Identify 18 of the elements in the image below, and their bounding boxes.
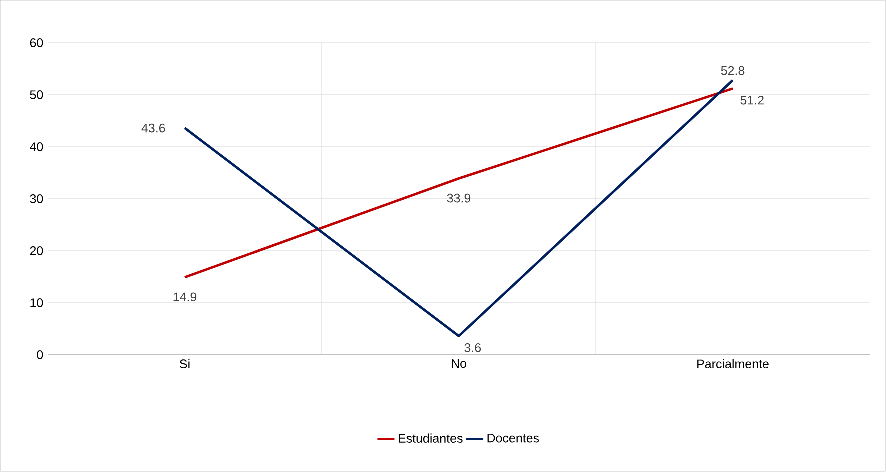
y-tick-label: 10 (30, 298, 44, 308)
y-tick-label: 50 (30, 90, 44, 100)
y-tick-label: 0 (37, 350, 44, 360)
data-label: 52.8 (721, 66, 745, 76)
y-tick-label: 40 (30, 142, 44, 152)
y-tick-label: 60 (30, 38, 44, 48)
y-tick-label: 20 (30, 246, 44, 256)
data-label: 51.2 (740, 96, 764, 105)
data-label: 3.6 (464, 343, 482, 352)
legend-label: Estudiantes (398, 434, 463, 443)
x-tick-label: No (452, 359, 466, 368)
y-tick-label: 30 (30, 194, 44, 204)
data-label: 14.9 (174, 292, 197, 302)
legend-label: Docentes (488, 434, 540, 443)
x-tick-label: Parcialmente (698, 359, 769, 369)
x-tick-label: Si (180, 359, 190, 369)
data-label: 33.9 (447, 194, 471, 203)
data-label: 43.6 (142, 124, 166, 133)
